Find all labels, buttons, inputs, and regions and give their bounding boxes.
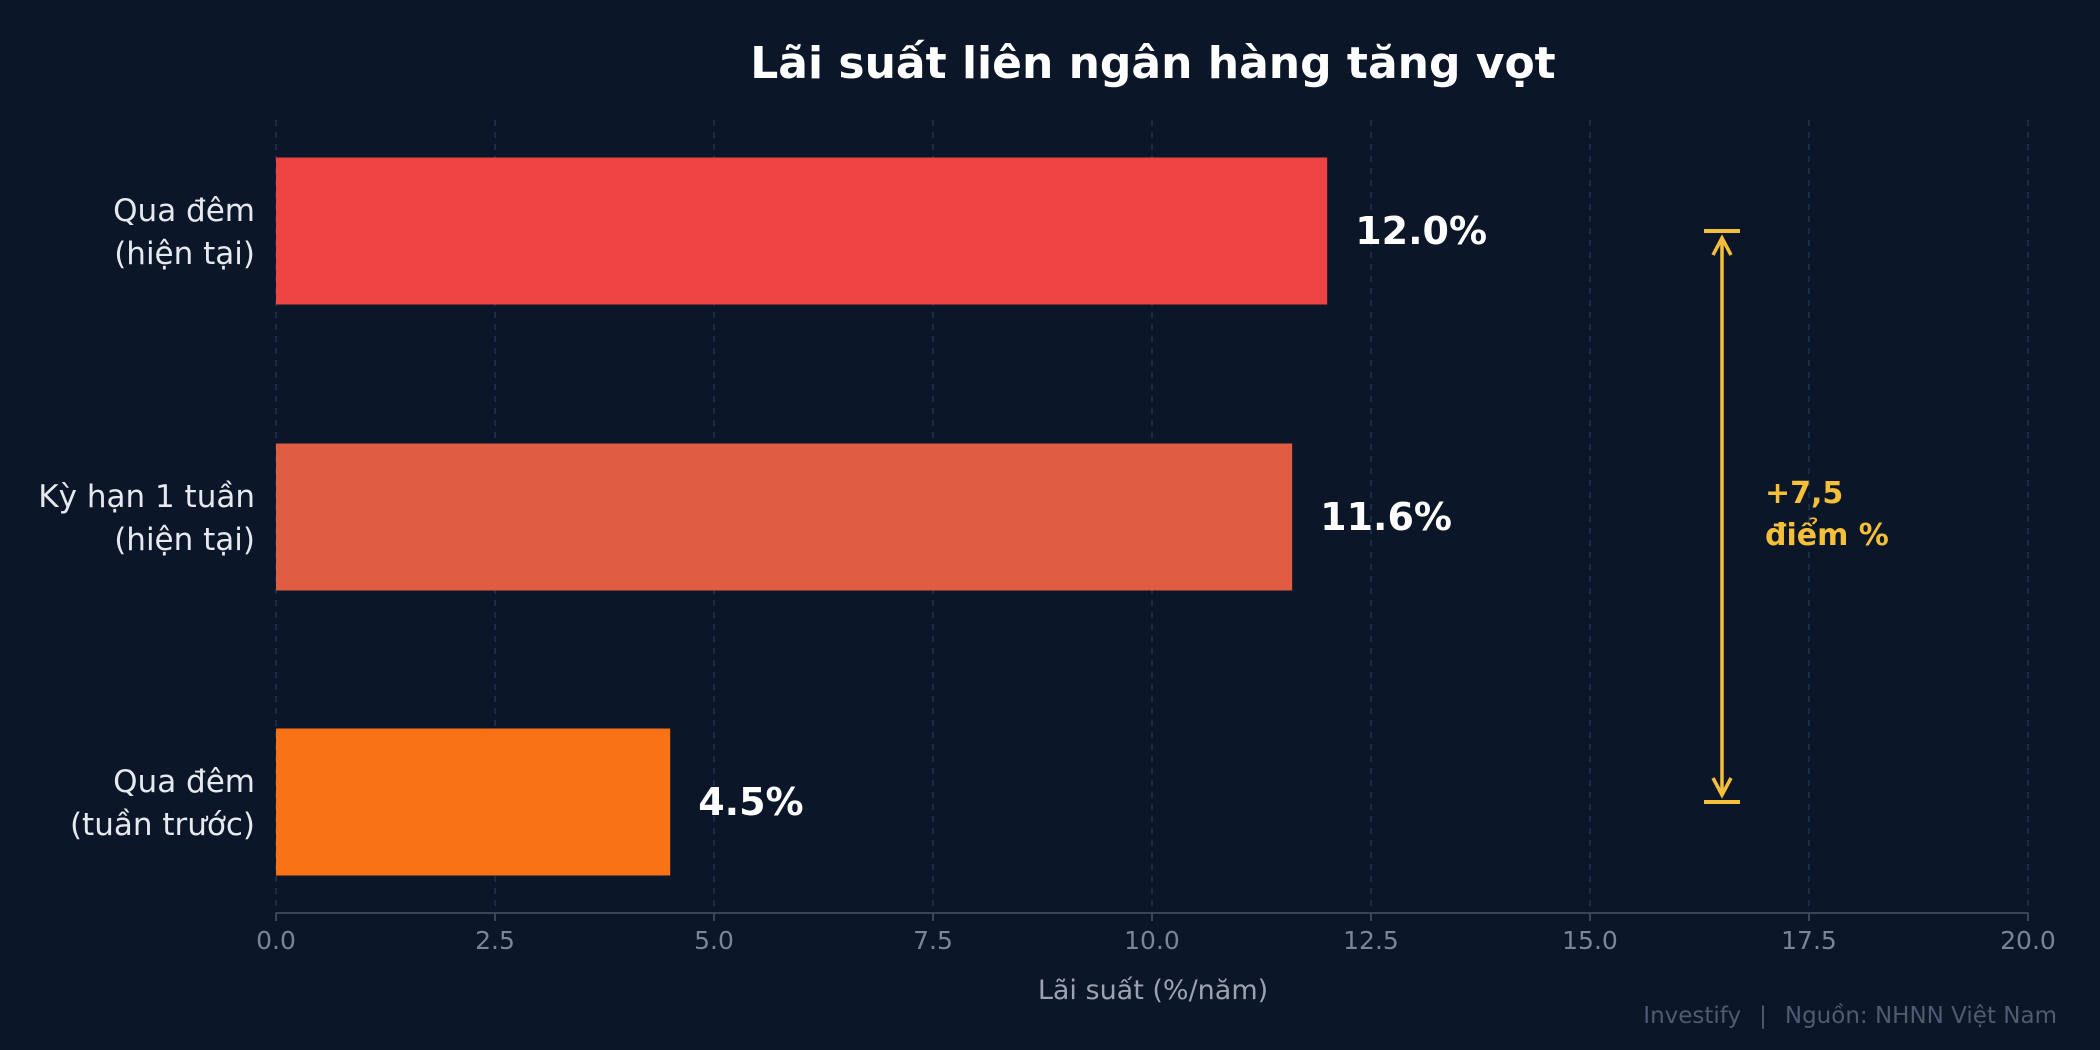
x-axis-label: Lãi suất (%/năm) xyxy=(1038,975,1268,1006)
footer-source: Investify | Nguồn: NHNN Việt Nam xyxy=(1643,1003,2057,1029)
x-axis: 0.0 2.5 5.0 7.5 10.0 12.5 15.0 17.5 20.0 xyxy=(256,912,2056,955)
bar xyxy=(276,157,1328,305)
annotation-arrowhead-up xyxy=(1711,234,1733,256)
category-label: Qua đêm (tuần trước) xyxy=(70,764,255,843)
x-tick-label: 20.0 xyxy=(2000,926,2056,955)
footer-brand: Investify xyxy=(1643,1003,1741,1029)
category-labels: Qua đêm (hiện tại) Kỳ hạn 1 tuần (hiện tại)… xyxy=(38,193,255,843)
annotation-label: +7,5 điểm % xyxy=(1765,476,1889,553)
annotation: +7,5 điểm % xyxy=(1704,229,1889,804)
annotation-label-line: +7,5 xyxy=(1765,476,1843,511)
category-label: Kỳ hạn 1 tuần (hiện tại) xyxy=(38,479,255,558)
bar xyxy=(276,443,1293,591)
bar-value-label: 11.6% xyxy=(1320,495,1452,539)
category-label-line: (hiện tại) xyxy=(114,522,255,558)
category-label-line: (tuần trước) xyxy=(70,807,255,843)
x-tick-label: 17.5 xyxy=(1781,926,1837,955)
data-labels: 12.0% 11.6% 4.5% xyxy=(698,209,1487,824)
footer-source-text: Nguồn: NHNN Việt Nam xyxy=(1785,1003,2057,1029)
bar xyxy=(276,728,671,876)
bars xyxy=(276,157,1328,876)
x-tick-label: 15.0 xyxy=(1562,926,1618,955)
category-label: Qua đêm (hiện tại) xyxy=(113,193,255,272)
chart-title: Lãi suất liên ngân hàng tăng vọt xyxy=(750,38,1555,89)
x-tick-label: 12.5 xyxy=(1343,926,1399,955)
bar-value-label: 12.0% xyxy=(1355,209,1487,253)
category-label-line: Qua đêm xyxy=(113,193,255,229)
bar-value-label: 4.5% xyxy=(698,780,803,824)
annotation-label-line: điểm % xyxy=(1765,517,1889,553)
x-tick-label: 2.5 xyxy=(475,926,515,955)
x-tick-label: 7.5 xyxy=(913,926,953,955)
x-tick-label: 0.0 xyxy=(256,926,296,955)
annotation-arrowhead-down xyxy=(1711,777,1733,799)
footer-separator: | xyxy=(1759,1003,1767,1029)
category-label-line: Kỳ hạn 1 tuần xyxy=(38,479,255,515)
x-tick-label: 10.0 xyxy=(1124,926,1180,955)
category-label-line: Qua đêm xyxy=(113,764,255,800)
category-label-line: (hiện tại) xyxy=(114,236,255,272)
x-tick-label: 5.0 xyxy=(694,926,734,955)
